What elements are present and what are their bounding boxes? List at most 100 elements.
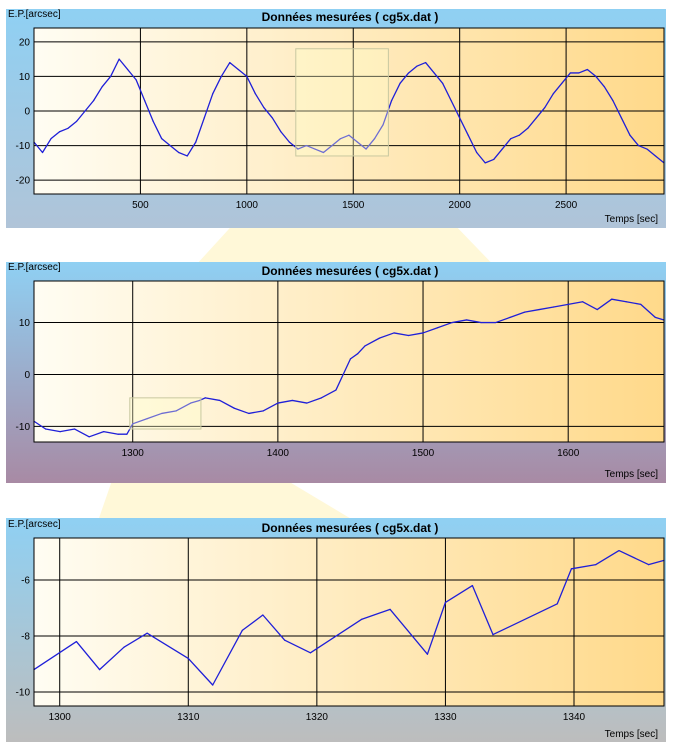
panel-1-data-point (314, 148, 316, 150)
panel-1-y-axis-label: E.P.[arcsec] (8, 9, 61, 20)
panel-3-data-point (647, 564, 650, 566)
panel-1-data-point (135, 79, 137, 81)
panel-1-y-tick-label: 20 (19, 37, 31, 48)
panel-3-data-point (426, 653, 429, 655)
panel-1-data-point (50, 138, 52, 140)
panel-1-data-point (212, 93, 214, 95)
panel-3-y-tick-label: -10 (16, 688, 31, 699)
panel-2-data-point (103, 431, 105, 433)
panel-3-y-tick-label: -6 (21, 576, 30, 587)
panel-1-data-point (476, 151, 478, 154)
panel-3-title: Données mesurées ( cg5x.dat ) (262, 521, 439, 535)
panel-2-data-point (74, 428, 76, 430)
panel-2: Données mesurées ( cg5x.dat ) E.P.[arcse… (8, 262, 665, 480)
panel-1-data-point (620, 117, 623, 119)
panel-1-x-tick-label: 2500 (555, 200, 578, 211)
panel-1-data-point (552, 93, 554, 95)
panel-2-data-point (146, 418, 148, 420)
panel-3-data-point (361, 618, 363, 620)
panel-1-data-point (237, 68, 239, 71)
panel-1-data-point (178, 151, 180, 154)
panel-3-x-tick-label: 1300 (49, 712, 72, 723)
panel-2-data-point (480, 321, 482, 324)
panel-3-data-point (492, 634, 494, 636)
panel-1-y-tick-label: -20 (16, 176, 31, 187)
panel-3-y-tick-label: -8 (21, 632, 30, 643)
panel-3-data-point (389, 608, 391, 611)
panel-2-data-point (393, 332, 395, 334)
panel-1-data-point (425, 61, 427, 64)
panel-3-plot: 1300 1310 1320 1330 1340 -10 -8 -6 (16, 537, 665, 723)
panel-2-data-point (596, 308, 598, 311)
panel-1-data-point (518, 134, 520, 136)
panel-2-data-point (357, 353, 359, 355)
panel-3-x-tick-label: 1340 (563, 712, 586, 723)
panel-1-data-point (220, 75, 222, 78)
panel-2-data-point (198, 399, 201, 402)
panel-1-data-point (101, 86, 103, 88)
panel-1-data-point (288, 141, 291, 143)
panel-2-data-point (262, 410, 264, 412)
panel-1-x-tick-label: 2000 (449, 200, 472, 211)
panel-1-data-point (348, 134, 350, 136)
panel-2-x-tick-label: 1500 (412, 448, 435, 459)
panel-2-data-point (582, 301, 584, 303)
panel-1-data-point (654, 155, 657, 157)
panel-3-data-point (241, 629, 243, 632)
panel-1-data-point (603, 86, 606, 88)
panel-1-data-point (118, 58, 120, 60)
panel-2-data-point (88, 436, 90, 438)
panel-3-x-tick-label: 1320 (306, 712, 329, 723)
panel-3-data-point (187, 657, 189, 660)
panel-1-x-tick-label: 500 (132, 200, 149, 211)
panel-1-data-point (58, 131, 61, 133)
panel-2-data-point (306, 402, 308, 404)
panel-1-data-point (390, 100, 393, 102)
panel-2-data-point (45, 428, 47, 430)
panel-2-zoom-box (129, 397, 202, 430)
panel-1-data-point (527, 127, 529, 129)
panel-1-data-point (280, 131, 282, 133)
panel-1-data-point (373, 138, 376, 140)
panel-3-data-point (556, 603, 558, 605)
panel-1-data-point (569, 72, 571, 74)
panel-1-data-point (254, 93, 256, 95)
panel-2-data-point (567, 303, 569, 305)
panel-1-x-axis-label: Temps [sec] (605, 214, 659, 225)
panel-1-data-point (67, 127, 69, 129)
panel-2-data-point (451, 321, 453, 324)
panel-3-data-point (595, 564, 597, 566)
panel-3-data-point (75, 641, 78, 643)
panel-3-data-point (284, 639, 286, 641)
panel-1: Données mesurées ( cg5x.dat ) E.P.[arcse… (8, 9, 665, 225)
panel-2-plot-border (33, 280, 665, 443)
panel-2-data-point (553, 306, 555, 308)
panel-2-data-point (465, 319, 468, 321)
panel-3-y-axis-label: E.P.[arcsec] (8, 519, 61, 530)
panel-1-data-point (399, 82, 401, 84)
panel-3-data-point (618, 550, 620, 552)
panel-2-data-point (161, 412, 163, 415)
panel-1-data-point (331, 144, 333, 147)
panel-2-x-tick-label: 1400 (267, 448, 290, 459)
panel-3-x-tick-label: 1310 (177, 712, 200, 723)
panel-1-data-point (484, 162, 486, 164)
panel-1-data-point (407, 72, 410, 74)
panel-1-data-point (493, 158, 495, 161)
panel-2-data-point (422, 332, 424, 334)
panel-1-data-point (161, 138, 163, 140)
panel-1-plot-border (33, 27, 665, 195)
panel-2-data-point (190, 402, 192, 404)
panel-1-data-point (186, 155, 188, 157)
panel-3-x-tick-label: 1330 (434, 712, 457, 723)
panel-1-data-point (169, 144, 171, 147)
panel-2-y-axis-label: E.P.[arcsec] (8, 262, 61, 273)
panel-1-data-point (246, 75, 248, 78)
panel-1-data-point (416, 65, 418, 67)
panel-1-data-point (501, 148, 503, 150)
panel-1-data-point (127, 68, 129, 71)
panel-1-y-tick-label: -10 (16, 141, 31, 152)
panel-2-data-point (407, 334, 410, 337)
panel-1-data-point (356, 141, 359, 143)
panel-1-data-point (203, 117, 205, 119)
